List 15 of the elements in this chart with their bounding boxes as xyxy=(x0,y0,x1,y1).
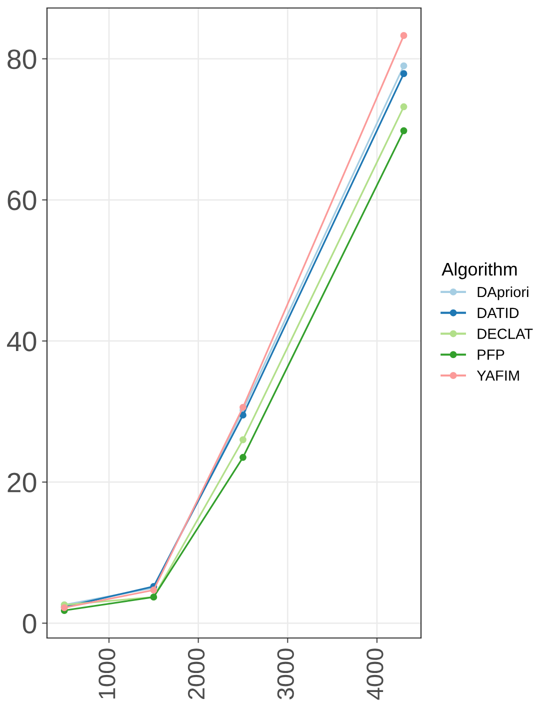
x-tick-label: 2000 xyxy=(188,648,205,700)
x-tick-label: 4000 xyxy=(366,648,384,700)
legend-label: DATID xyxy=(478,308,519,318)
y-tick-label: 20 xyxy=(8,472,36,492)
legend-label: PFP xyxy=(478,350,504,360)
y-tick-label: 60 xyxy=(8,190,36,210)
legend-label: YAFIM xyxy=(476,370,519,381)
legend-label: DApriori xyxy=(478,286,528,300)
x-tick-label: 3000 xyxy=(277,648,294,700)
y-tick-label: 40 xyxy=(7,332,36,352)
legend-title: Algorithm xyxy=(442,262,517,280)
y-tick-label: 0 xyxy=(22,614,36,634)
y-tick-label: 80 xyxy=(8,49,36,70)
x-tick-label: 1000 xyxy=(98,648,116,698)
legend-label: DECLAT xyxy=(478,328,533,339)
